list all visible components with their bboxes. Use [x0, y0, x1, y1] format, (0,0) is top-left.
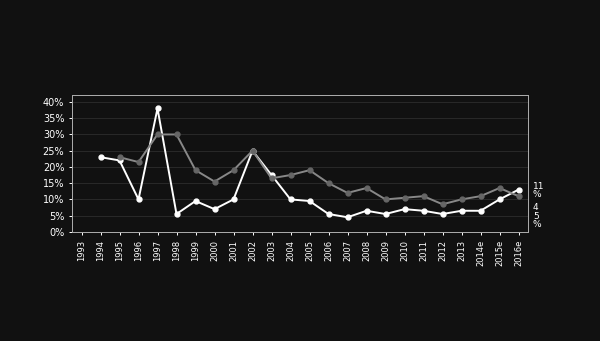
Inflação — [477, 209, 484, 213]
Selic — [458, 197, 465, 202]
Selic — [154, 132, 161, 136]
Inflação — [496, 197, 503, 202]
Inflação — [211, 207, 218, 211]
Selic — [420, 194, 427, 198]
Inflação — [154, 106, 161, 110]
Inflação — [325, 212, 332, 216]
Line: Inflação: Inflação — [98, 106, 521, 220]
Selic — [135, 160, 142, 164]
Selic — [515, 194, 522, 198]
Inflação — [287, 197, 294, 202]
Inflação — [268, 173, 275, 177]
Inflação — [401, 207, 408, 211]
Selic — [439, 202, 446, 206]
Inflação — [344, 215, 351, 219]
Inflação — [249, 149, 256, 153]
Selic — [230, 168, 237, 172]
Inflação — [458, 209, 465, 213]
Selic — [249, 149, 256, 153]
Inflação — [439, 212, 446, 216]
Inflação — [306, 199, 313, 203]
Selic — [325, 181, 332, 185]
Inflação — [192, 199, 199, 203]
Inflação — [135, 197, 142, 202]
Selic — [211, 179, 218, 183]
Inflação — [230, 197, 237, 202]
Selic — [344, 191, 351, 195]
Line: Selic: Selic — [117, 132, 521, 207]
Inflação — [363, 209, 370, 213]
Selic — [363, 186, 370, 190]
Selic — [477, 194, 484, 198]
Selic — [116, 155, 123, 159]
Inflação — [382, 212, 389, 216]
Selic — [382, 197, 389, 202]
Selic — [192, 168, 199, 172]
Inflação — [515, 188, 522, 192]
Selic — [306, 168, 313, 172]
Inflação — [116, 158, 123, 162]
Selic — [268, 176, 275, 180]
Inflação — [420, 209, 427, 213]
Selic — [496, 186, 503, 190]
Inflação — [97, 155, 104, 159]
Selic — [287, 173, 294, 177]
Inflação — [173, 212, 180, 216]
Selic — [173, 132, 180, 136]
Selic — [401, 196, 408, 200]
